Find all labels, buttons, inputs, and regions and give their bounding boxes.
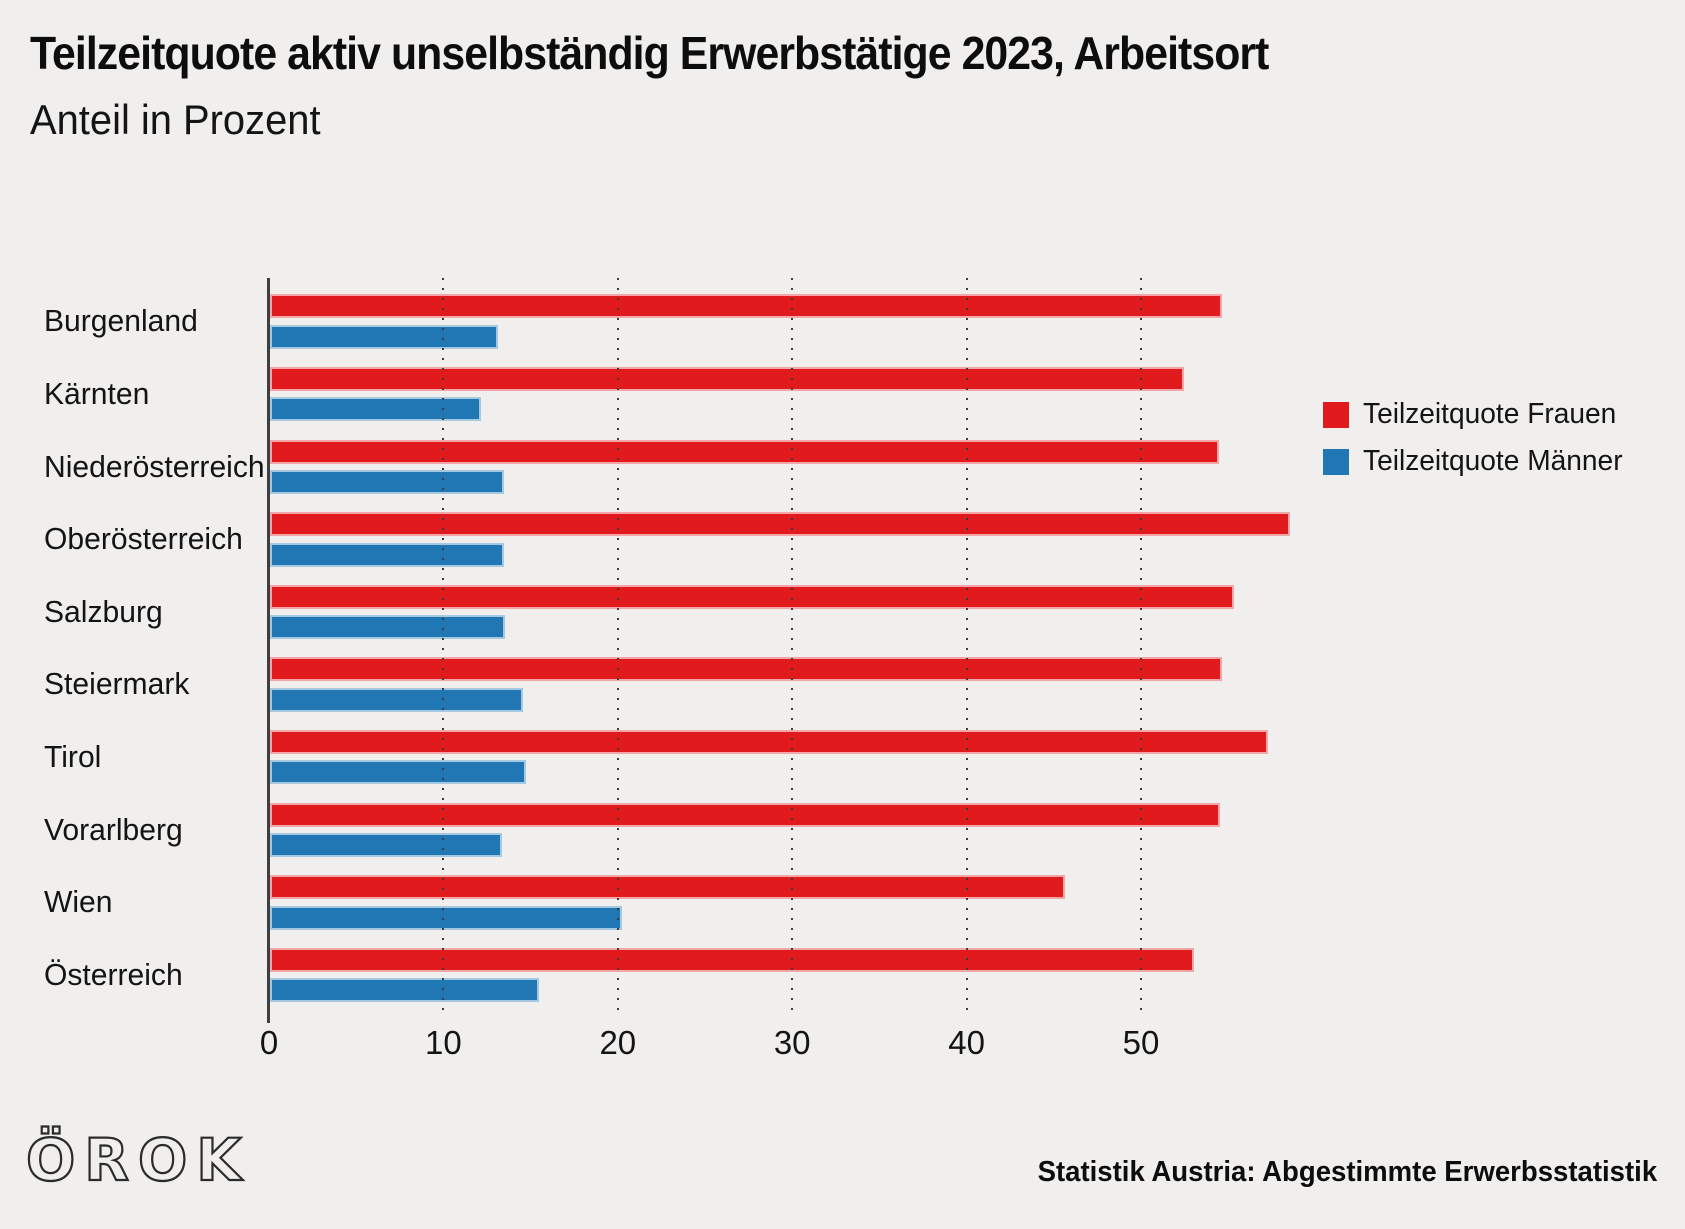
- chart-subtitle: Anteil in Prozent: [30, 96, 321, 143]
- legend-label-maenner: Teilzeitquote Männer: [1363, 445, 1623, 477]
- bar-maenner-vorarlberg: [270, 832, 502, 857]
- legend-item-frauen: Teilzeitquote Frauen: [1323, 398, 1631, 431]
- category-label-burgenland: Burgenland: [44, 303, 198, 339]
- x-tick-label-0: 0: [259, 1024, 279, 1061]
- bar-maenner-oberoesterreich: [270, 542, 504, 567]
- category-label-tirol: Tirol: [44, 738, 102, 774]
- category-label-steiermark: Steiermark: [44, 666, 190, 702]
- bar-maenner-burgenland: [270, 324, 499, 349]
- bar-maenner-steiermark: [270, 687, 523, 712]
- source-text: Statistik Austria: Abgestimmte Erwerbsst…: [1037, 1156, 1657, 1188]
- plot-area: [267, 278, 1329, 1023]
- bar-frauen-oberoesterreich: [270, 512, 1291, 537]
- bar-maenner-salzburg: [270, 615, 506, 640]
- x-tick-label-20: 20: [599, 1024, 637, 1061]
- chart-title: Teilzeitquote aktiv unselbständig Erwerb…: [30, 27, 1269, 79]
- category-label-vorarlberg: Vorarlberg: [44, 811, 183, 847]
- x-tick-label-40: 40: [948, 1024, 985, 1061]
- bar-frauen-burgenland: [270, 294, 1223, 319]
- x-tick-label-30: 30: [773, 1024, 811, 1061]
- legend-label-frauen: Teilzeitquote Frauen: [1363, 398, 1617, 430]
- y-axis-line: [267, 278, 270, 1023]
- oerok-logo-icon: ÖROK: [25, 1116, 326, 1201]
- bar-frauen-tirol: [270, 729, 1268, 754]
- bar-frauen-niederoesterreich: [270, 439, 1219, 464]
- gridline-20: [616, 278, 619, 1015]
- category-label-oesterreich: Österreich: [44, 956, 183, 992]
- category-label-wien: Wien: [44, 884, 113, 920]
- bar-maenner-kaernten: [270, 397, 482, 422]
- gridline-40: [965, 278, 968, 1015]
- bar-frauen-kaernten: [270, 366, 1184, 391]
- legend-swatch-frauen-icon: [1323, 401, 1349, 428]
- bar-frauen-steiermark: [270, 657, 1223, 682]
- oerok-logo-text: ÖROK: [26, 1125, 250, 1194]
- bar-maenner-wien: [270, 905, 623, 930]
- bar-frauen-vorarlberg: [270, 802, 1221, 827]
- bar-frauen-oesterreich: [270, 947, 1195, 972]
- category-label-kaernten: Kärnten: [44, 375, 150, 411]
- legend-item-maenner: Teilzeitquote Männer: [1323, 445, 1631, 478]
- legend-swatch-maenner-icon: [1323, 448, 1349, 475]
- x-tick-label-50: 50: [1122, 1024, 1160, 1061]
- bar-frauen-wien: [270, 875, 1066, 900]
- bar-maenner-niederoesterreich: [270, 469, 504, 494]
- category-label-salzburg: Salzburg: [44, 593, 163, 629]
- gridline-10: [442, 278, 445, 1015]
- x-tick-label-10: 10: [425, 1024, 462, 1061]
- category-label-niederoesterreich: Niederösterreich: [44, 448, 265, 484]
- bar-frauen-salzburg: [270, 584, 1235, 609]
- legend: Teilzeitquote Frauen Teilzeitquote Männe…: [1323, 398, 1631, 492]
- gridline-50: [1140, 278, 1142, 1015]
- gridline-30: [791, 278, 794, 1015]
- category-label-oberoesterreich: Oberösterreich: [44, 521, 243, 557]
- bar-maenner-oesterreich: [270, 978, 539, 1003]
- bar-maenner-tirol: [270, 760, 527, 785]
